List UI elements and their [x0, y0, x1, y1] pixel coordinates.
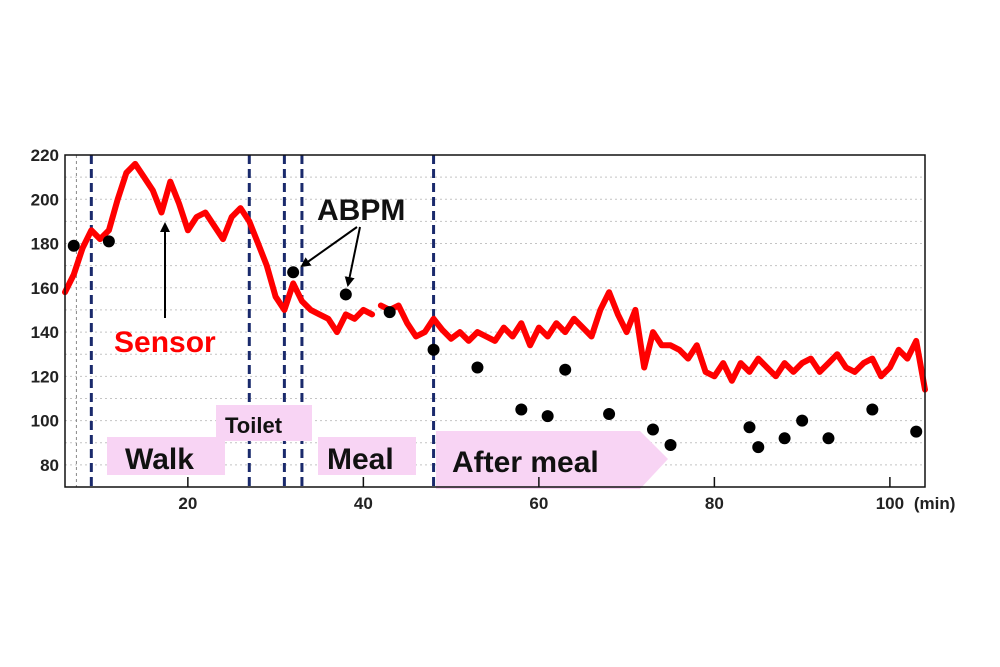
after-meal-arrow	[436, 431, 668, 489]
abpm-point	[743, 421, 756, 434]
sensor-series-line	[377, 289, 928, 393]
abpm-arrow-2	[344, 226, 361, 287]
y-tick-label: 160	[31, 279, 59, 298]
abpm-point	[383, 306, 396, 319]
abpm-point	[67, 239, 80, 252]
meal-label-bg	[318, 437, 416, 475]
abpm-point	[778, 432, 791, 445]
x-tick-label: 80	[705, 494, 724, 513]
sensor-series-line	[62, 160, 376, 336]
y-tick-label: 80	[40, 456, 59, 475]
toilet-label-bg	[216, 405, 312, 441]
y-tick-label: 140	[31, 323, 59, 342]
abpm-point	[796, 414, 809, 427]
event-lines	[75, 155, 436, 487]
walk-label: Walk	[125, 443, 194, 476]
abpm-point	[471, 361, 484, 374]
y-tick-label: 120	[31, 367, 59, 386]
abpm-point	[603, 407, 616, 420]
series-layer	[62, 160, 928, 454]
x-tick-label: 20	[178, 494, 197, 513]
abpm-point	[822, 432, 835, 445]
abpm-point	[287, 266, 300, 279]
walk-label-bg	[107, 437, 225, 475]
abpm-point	[515, 403, 528, 416]
abpm-point	[866, 403, 879, 416]
plot-frame	[64, 154, 926, 488]
y-tick-label: 200	[31, 190, 59, 209]
x-tick-label: 60	[529, 494, 548, 513]
sensor-annotation: Sensor	[114, 326, 216, 359]
abpm-arrow-1	[300, 226, 358, 268]
abpm-point	[102, 235, 115, 248]
abpm-point	[910, 425, 923, 438]
toilet-label: Toilet	[225, 413, 283, 438]
abpm-point	[559, 363, 572, 376]
y-tick-label: 220	[31, 146, 59, 165]
x-tick-label: 40	[354, 494, 373, 513]
abpm-point	[646, 423, 659, 436]
x-tick-label: 100	[876, 494, 904, 513]
x-unit-label: (min)	[914, 494, 956, 513]
y-tick-label: 180	[31, 235, 59, 254]
axis-ticks: 80 100 120 140 160 180 200 220 20 40 60 80 100 (min)	[31, 146, 956, 513]
abpm-annotation: ABPM	[317, 194, 405, 227]
abpm-point	[541, 410, 554, 423]
abpm-point	[664, 438, 677, 451]
abpm-point	[752, 441, 765, 454]
y-tick-label: 100	[31, 412, 59, 431]
meal-label: Meal	[327, 443, 394, 476]
abpm-point	[427, 343, 440, 356]
abpm-point	[339, 288, 352, 301]
after-meal-label: After meal	[452, 446, 599, 479]
